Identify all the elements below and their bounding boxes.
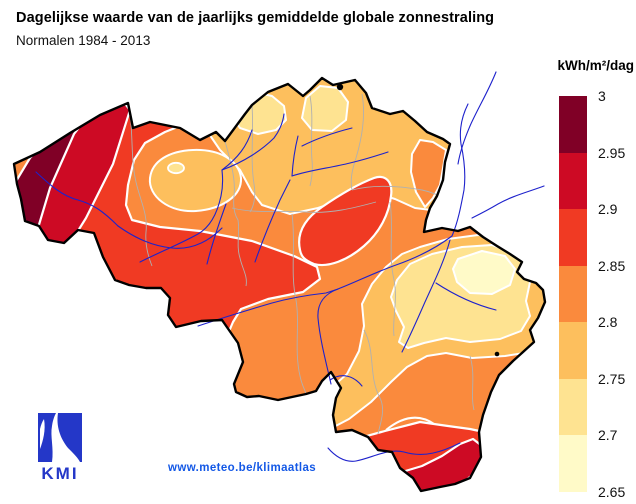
kmi-logo-sliver [40,419,45,449]
legend-cell [559,152,587,209]
contour-fill-layers [14,78,545,491]
kmi-logo-text: KMI [41,464,78,483]
gent-pocket-core-level-2-70 [167,161,185,175]
legend-tick-label: 3 [598,88,606,104]
legend-tick-label: 2.9 [598,201,618,217]
baarle-enclave-dot [336,83,344,91]
rivers [35,71,545,462]
legend-labels: 3 2.95 2.9 2.85 2.8 2.75 2.7 2.65 [598,88,634,500]
gent-pocket-level-2-75 [148,148,243,213]
country-outline [12,76,547,493]
northeast-border-pocket-level-2-80 [410,139,447,208]
east-border-enclave-dot [494,351,500,357]
page-title: Dagelijkse waarde van de jaarlijks gemid… [16,10,495,26]
legend-tick-label: 2.75 [598,370,626,387]
legend-cell [559,435,587,492]
east-plateau-core-level-2-65 [452,250,516,295]
kempen-east-patch-level-2-70 [301,85,349,132]
legend-tick-label: 2.7 [598,427,618,443]
legend-unit-title: kWh/m²/dag [557,58,635,73]
legend-cell [559,209,587,266]
meteo-website-link[interactable]: www.meteo.be/klimaatlas [168,462,317,474]
legend-tick-label: 2.8 [598,314,618,330]
legend-bar [559,96,587,492]
kmi-logo-swoosh [51,413,80,462]
contour-arc-detail [385,416,435,431]
legend-tick-label: 2.65 [598,483,626,500]
legend-cell [559,378,587,435]
page-subtitle: Normalen 1984 - 2013 [16,33,151,48]
legend-cell [559,265,587,322]
legend-cell [559,322,587,379]
legend-tick-label: 2.85 [598,257,626,274]
legend-cell [559,96,587,153]
kmi-logo: KMI [38,413,82,483]
legend-tick-label: 2.95 [598,144,626,161]
central-red-blob-level-2-85 [298,175,393,267]
